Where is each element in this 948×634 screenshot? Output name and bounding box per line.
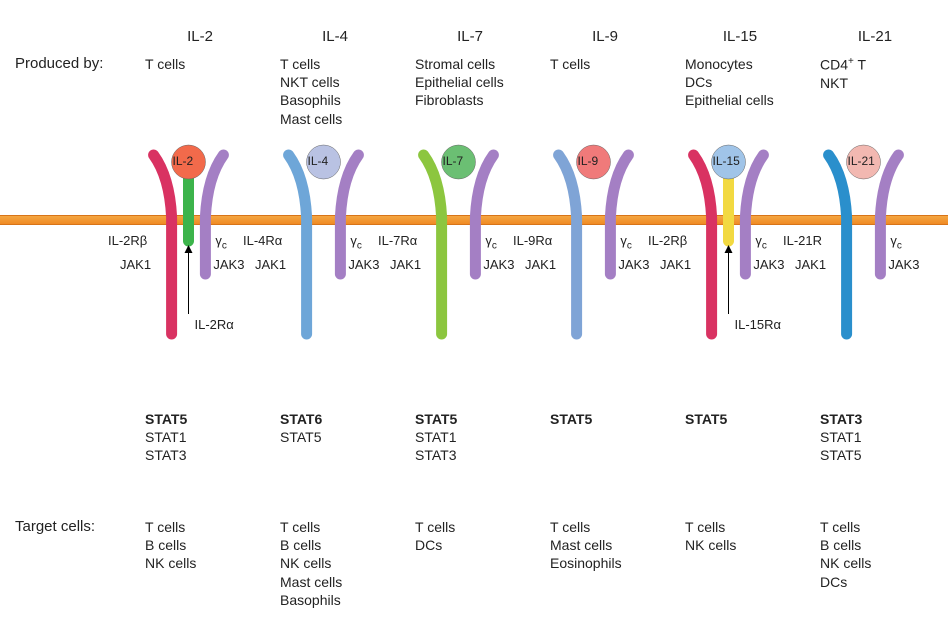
ligand-label-IL-7: IL-7 — [443, 154, 464, 168]
jak-label-alpha-IL-15: JAK1 — [660, 257, 691, 272]
produced-by-IL-9: T cells — [550, 55, 680, 73]
jak-label-gamma-IL-9: JAK3 — [618, 257, 649, 272]
jak-label-gamma-IL-21: JAK3 — [888, 257, 919, 272]
produced-by-label: Produced by: — [15, 55, 103, 72]
chain-label-alpha-IL-2: IL-2Rβ — [108, 233, 147, 248]
chain-label-alpha-IL-9: IL-9Rα — [513, 233, 552, 248]
chain-label-gamma-IL-7: γc — [485, 233, 497, 252]
col-header-IL-15: IL-15 — [680, 28, 800, 45]
target-IL-7: T cellsDCs — [415, 518, 545, 554]
chain-label-gamma-IL-21: γc — [890, 233, 902, 252]
chain-label-alpha-IL-7: IL-7Rα — [378, 233, 417, 248]
col-header-IL-21: IL-21 — [815, 28, 935, 45]
chain-label-gamma-IL-2: γc — [215, 233, 227, 252]
col-header-IL-4: IL-4 — [275, 28, 395, 45]
stats-IL-2: STAT5STAT1STAT3 — [145, 410, 275, 465]
jak-label-gamma-IL-7: JAK3 — [483, 257, 514, 272]
ligand-label-IL-21: IL-21 — [848, 154, 875, 168]
jak-label-alpha-IL-2: JAK1 — [120, 257, 151, 272]
chain-label-gamma-IL-9: γc — [620, 233, 632, 252]
stats-IL-15: STAT5 — [685, 410, 815, 428]
target-IL-21: T cellsB cellsNK cellsDCs — [820, 518, 948, 591]
receptor-IL-7: IL-7IL-7RαJAK1γcJAK3 — [400, 150, 530, 370]
ligand-label-IL-15: IL-15 — [713, 154, 740, 168]
produced-by-IL-2: T cells — [145, 55, 275, 73]
chain-extra-label-IL-2: IL-2Rα — [195, 317, 234, 332]
target-IL-9: T cellsMast cellsEosinophils — [550, 518, 680, 573]
target-cells-label: Target cells: — [15, 518, 95, 535]
chain-extra-label-IL-15: IL-15Rα — [735, 317, 782, 332]
produced-by-IL-7: Stromal cellsEpithelial cellsFibroblasts — [415, 55, 545, 110]
diagram-root: Produced by: Target cells: IL-2 T cells ST… — [0, 0, 948, 634]
chain-label-alpha-IL-15: IL-2Rβ — [648, 233, 687, 248]
stats-IL-4: STAT6STAT5 — [280, 410, 410, 446]
produced-by-IL-15: MonocytesDCsEpithelial cells — [685, 55, 815, 110]
jak-label-gamma-IL-2: JAK3 — [213, 257, 244, 272]
stats-IL-21: STAT3STAT1STAT5 — [820, 410, 948, 465]
chain-label-alpha-IL-4: IL-4Rα — [243, 233, 282, 248]
receptor-IL-15: IL-15IL-2RβJAK1IL-15RαγcJAK3 — [670, 150, 800, 370]
col-header-IL-2: IL-2 — [140, 28, 260, 45]
target-IL-15: T cellsNK cells — [685, 518, 815, 554]
receptor-IL-9: IL-9IL-9RαJAK1γcJAK3 — [535, 150, 665, 370]
chain-label-gamma-IL-15: γc — [755, 233, 767, 252]
stats-IL-7: STAT5STAT1STAT3 — [415, 410, 545, 465]
jak-label-alpha-IL-9: JAK1 — [525, 257, 556, 272]
jak-label-alpha-IL-21: JAK1 — [795, 257, 826, 272]
jak-label-alpha-IL-7: JAK1 — [390, 257, 421, 272]
ligand-label-IL-9: IL-9 — [578, 154, 599, 168]
receptor-IL-21: IL-21IL-21RJAK1γcJAK3 — [805, 150, 935, 370]
col-header-IL-9: IL-9 — [545, 28, 665, 45]
target-IL-4: T cellsB cellsNK cellsMast cellsBasophil… — [280, 518, 410, 609]
col-header-IL-7: IL-7 — [410, 28, 530, 45]
receptor-IL-4: IL-4IL-4RαJAK1γcJAK3 — [265, 150, 395, 370]
produced-by-IL-4: T cellsNKT cellsBasophilsMast cells — [280, 55, 410, 128]
chain-label-gamma-IL-4: γc — [350, 233, 362, 252]
jak-label-alpha-IL-4: JAK1 — [255, 257, 286, 272]
chain-label-alpha-IL-21: IL-21R — [783, 233, 822, 248]
receptor-IL-2: IL-2IL-2RβJAK1IL-2RαγcJAK3 — [130, 150, 260, 370]
jak-label-gamma-IL-4: JAK3 — [348, 257, 379, 272]
produced-by-IL-21: CD4+ TNKT — [820, 55, 948, 92]
ligand-label-IL-2: IL-2 — [173, 154, 194, 168]
jak-label-gamma-IL-15: JAK3 — [753, 257, 784, 272]
stats-IL-9: STAT5 — [550, 410, 680, 428]
target-IL-2: T cellsB cellsNK cells — [145, 518, 275, 573]
ligand-label-IL-4: IL-4 — [308, 154, 329, 168]
